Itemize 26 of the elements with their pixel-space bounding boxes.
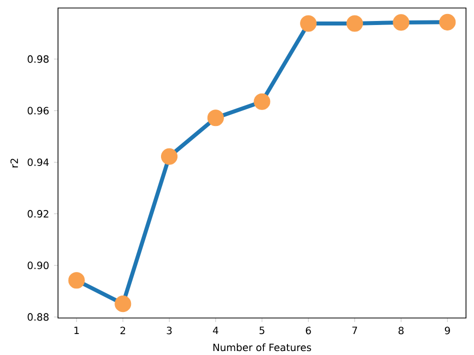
point xyxy=(300,15,317,32)
x-tick-label: 4 xyxy=(212,326,218,334)
y-tick-label: 0.88 xyxy=(28,313,49,321)
x-tick-label: 2 xyxy=(120,326,126,334)
point xyxy=(114,296,132,312)
x-axis-title: Number of Features xyxy=(213,343,312,352)
x-tick-label: 7 xyxy=(352,326,358,334)
x-tick-label: 6 xyxy=(306,326,311,334)
point xyxy=(439,14,456,30)
y-tick-label: 0.94 xyxy=(28,158,49,166)
point xyxy=(346,15,363,32)
point xyxy=(392,14,410,31)
point xyxy=(254,93,270,110)
x-tick-label: 8 xyxy=(398,326,404,334)
y-tick-label: 0.92 xyxy=(28,210,48,218)
point xyxy=(68,272,85,289)
y-axis-title: r2 xyxy=(10,158,18,168)
x-tick-label: 9 xyxy=(444,326,450,334)
point xyxy=(207,110,224,126)
x-tick-label: 3 xyxy=(166,326,172,334)
y-tick-label: 0.90 xyxy=(28,262,49,270)
point xyxy=(161,148,178,165)
x-tick-label: 5 xyxy=(260,326,264,334)
x-tick-label: 1 xyxy=(74,326,79,334)
y-tick-label: 0.98 xyxy=(28,55,49,63)
y-tick-label: 0.96 xyxy=(28,106,49,114)
